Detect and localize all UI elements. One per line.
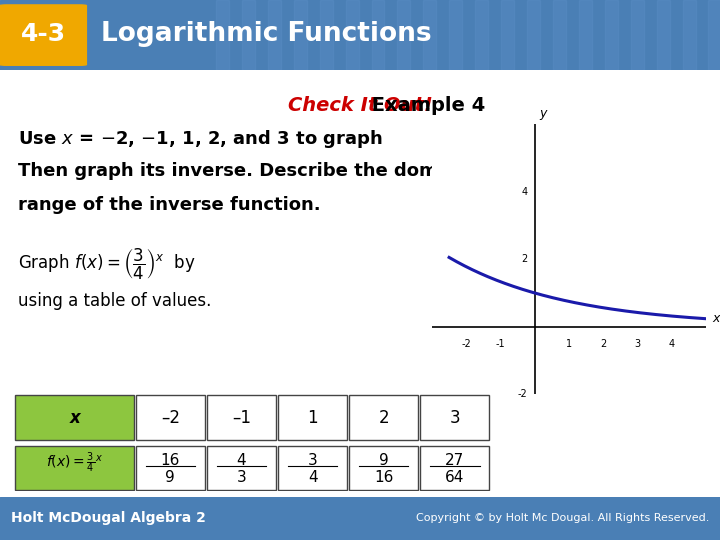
Text: Check It Out!: Check It Out! (287, 96, 433, 115)
FancyBboxPatch shape (16, 446, 134, 490)
FancyBboxPatch shape (0, 5, 86, 65)
FancyBboxPatch shape (207, 395, 276, 440)
Text: Use $x$ = $-$2, $-$1, 1, 2, and 3 to graph: Use $x$ = $-$2, $-$1, 1, 2, and 3 to gra… (18, 129, 383, 150)
Bar (346, 0, 359, 70)
Text: Then graph its inverse. Describe the domain and: Then graph its inverse. Describe the dom… (18, 163, 513, 180)
Text: -2: -2 (462, 339, 471, 348)
Text: 16: 16 (374, 470, 393, 485)
Text: 16: 16 (161, 453, 180, 468)
Bar (320, 0, 333, 70)
Text: $f(x) = \left(\dfrac{3}{4}\right)^x$.: $f(x) = \left(\dfrac{3}{4}\right)^x$. (447, 129, 542, 164)
Bar (449, 0, 462, 70)
Bar (579, 0, 592, 70)
Text: 9: 9 (166, 470, 175, 485)
FancyBboxPatch shape (207, 446, 276, 490)
Text: Logarithmic Functions: Logarithmic Functions (101, 21, 431, 46)
Text: 2: 2 (379, 409, 389, 427)
FancyBboxPatch shape (349, 395, 418, 440)
Text: -1: -1 (495, 339, 505, 348)
FancyBboxPatch shape (278, 395, 347, 440)
Bar (527, 0, 540, 70)
Bar (683, 0, 696, 70)
Bar (708, 0, 720, 70)
Text: 3: 3 (634, 339, 640, 348)
Text: 1: 1 (307, 409, 318, 427)
FancyBboxPatch shape (278, 446, 347, 490)
Text: Copyright © by Holt Mc Dougal. All Rights Reserved.: Copyright © by Holt Mc Dougal. All Right… (416, 514, 709, 523)
Text: 4-3: 4-3 (21, 22, 66, 46)
Text: Example 4: Example 4 (365, 96, 485, 115)
Bar (268, 0, 281, 70)
FancyBboxPatch shape (420, 395, 490, 440)
FancyBboxPatch shape (136, 446, 204, 490)
FancyBboxPatch shape (420, 446, 490, 490)
Bar (605, 0, 618, 70)
Bar (242, 0, 255, 70)
Text: 64: 64 (445, 470, 464, 485)
Text: 27: 27 (445, 453, 464, 468)
Text: 1: 1 (566, 339, 572, 348)
Text: –2: –2 (161, 409, 180, 427)
Text: -2: -2 (518, 389, 528, 399)
Text: 4: 4 (668, 339, 675, 348)
FancyBboxPatch shape (16, 395, 134, 440)
Text: range of the inverse function.: range of the inverse function. (18, 197, 320, 214)
Text: using a table of values.: using a table of values. (18, 292, 212, 309)
FancyBboxPatch shape (349, 446, 418, 490)
Text: y: y (540, 107, 547, 120)
Bar (397, 0, 410, 70)
Text: Graph $f(x) = \left(\dfrac{3}{4}\right)^x$  by: Graph $f(x) = \left(\dfrac{3}{4}\right)^… (18, 246, 196, 282)
Text: 3: 3 (307, 453, 318, 468)
Bar (372, 0, 384, 70)
Text: x: x (69, 409, 80, 427)
Bar (216, 0, 229, 70)
Text: Holt McDougal Algebra 2: Holt McDougal Algebra 2 (11, 511, 206, 525)
Text: x: x (713, 312, 720, 325)
Text: 3: 3 (237, 470, 246, 485)
Text: 4: 4 (237, 453, 246, 468)
Text: –1: –1 (232, 409, 251, 427)
Bar (475, 0, 488, 70)
Bar (553, 0, 566, 70)
Text: $f(x) = \frac{3}{4}^x$: $f(x) = \frac{3}{4}^x$ (46, 451, 103, 475)
Bar (631, 0, 644, 70)
Text: 3: 3 (449, 409, 460, 427)
Text: 4: 4 (308, 470, 318, 485)
Text: 9: 9 (379, 453, 389, 468)
Bar (294, 0, 307, 70)
Bar (501, 0, 514, 70)
FancyBboxPatch shape (136, 395, 204, 440)
Text: 2: 2 (521, 254, 528, 264)
Bar (657, 0, 670, 70)
Text: 2: 2 (600, 339, 606, 348)
Bar (423, 0, 436, 70)
Text: 4: 4 (521, 187, 528, 197)
